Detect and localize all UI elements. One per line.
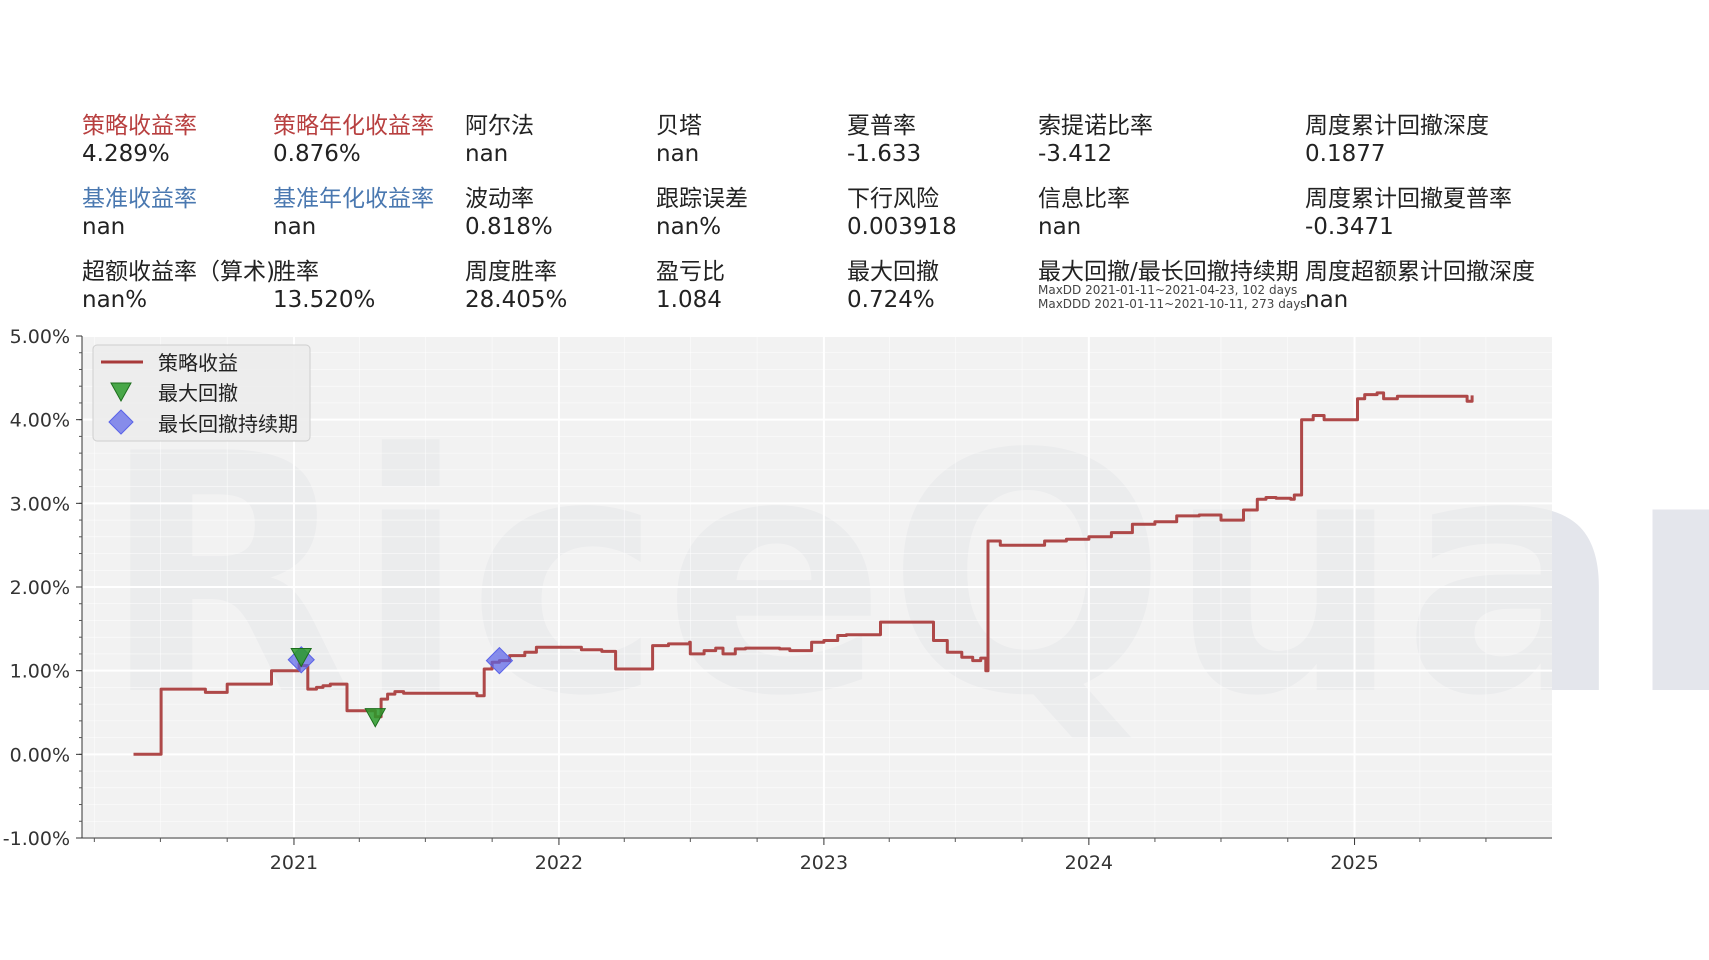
legend-label-maxddd: 最长回撤持续期 xyxy=(158,412,298,436)
maxdd-note: MaxDD 2021-01-11~2021-04-23, 102 days xyxy=(1038,283,1298,297)
y-tick-label: 5.00% xyxy=(10,326,70,348)
metric-value: nan xyxy=(1305,287,1349,313)
metrics-panel: 策略收益率 4.289% 策略年化收益率 0.876% 阿尔法 nan 贝塔 nan 夏普率 -1… xyxy=(0,0,1709,350)
maxddd-note: MaxDDD 2021-01-11~2021-10-11, 273 days xyxy=(1038,297,1307,311)
metric-value: 28.405% xyxy=(465,287,568,313)
legend-label-strategy: 策略收益 xyxy=(158,351,238,375)
metric-label: 盈亏比 xyxy=(656,259,725,285)
metric-value: -0.3471 xyxy=(1305,214,1394,240)
metric-weekly-excess-dd-depth: 周度超额累计回撤深度 nan xyxy=(1305,258,1535,314)
metric-strategy-annual-return: 策略年化收益率 0.876% xyxy=(273,112,434,168)
metric-value: nan xyxy=(1038,214,1082,240)
metric-beta: 贝塔 nan xyxy=(656,112,702,168)
y-tick-label: 2.00% xyxy=(10,577,70,599)
metric-label: 波动率 xyxy=(465,186,534,212)
metric-label: 基准收益率 xyxy=(82,186,197,212)
x-axis: 2021 2022 2023 2024 2025 xyxy=(82,837,1552,874)
y-axis: -1.00% 0.00% 1.00% 2.00% 3.00% 4.00% 5.00% xyxy=(3,326,83,850)
legend-diamond-swatch xyxy=(108,409,134,435)
metric-label: 最大回撤 xyxy=(847,259,939,285)
metric-downside-risk: 下行风险 0.003918 xyxy=(847,185,957,241)
metric-profit-loss-ratio: 盈亏比 1.084 xyxy=(656,258,725,314)
marker-layer xyxy=(287,646,514,728)
metric-label: 胜率 xyxy=(273,259,319,285)
metric-value: 1.084 xyxy=(656,287,722,313)
metric-value: nan% xyxy=(82,287,148,313)
max-dd-marker xyxy=(364,708,387,728)
x-tick-label: 2022 xyxy=(535,852,583,874)
metric-value: 0.876% xyxy=(273,141,361,167)
metric-weekly-dd-depth: 周度累计回撤深度 0.1877 xyxy=(1305,112,1489,168)
y-tick-label: -1.00% xyxy=(3,828,70,850)
x-tick-label: 2021 xyxy=(270,852,318,874)
metric-value: 13.520% xyxy=(273,287,376,313)
x-tick-label: 2024 xyxy=(1065,852,1113,874)
metric-value: 0.724% xyxy=(847,287,935,313)
metric-max-drawdown: 最大回撤 0.724% xyxy=(847,258,939,314)
metric-label: 最大回撤/最长回撤持续期 xyxy=(1038,259,1299,285)
series-layer xyxy=(133,391,1474,756)
max-dd-marker xyxy=(290,647,313,668)
metric-value: 4.289% xyxy=(82,141,170,167)
metric-label: 下行风险 xyxy=(847,186,939,212)
metric-label: 周度胜率 xyxy=(465,259,557,285)
metric-label: 策略收益率 xyxy=(82,113,197,139)
metric-value: -3.412 xyxy=(1038,141,1113,167)
metric-max-dd-duration: 最大回撤/最长回撤持续期 xyxy=(1038,258,1299,286)
metric-benchmark-annual-return: 基准年化收益率 nan xyxy=(273,185,434,241)
metric-label: 跟踪误差 xyxy=(656,186,748,212)
y-tick-label: 3.00% xyxy=(10,493,70,515)
metric-weekly-dd-sharpe: 周度累计回撤夏普率 -0.3471 xyxy=(1305,185,1512,241)
metric-value: 0.1877 xyxy=(1305,141,1386,167)
metric-value: 0.818% xyxy=(465,214,553,240)
metric-value: nan xyxy=(465,141,509,167)
metric-value: nan xyxy=(82,214,126,240)
metric-tracking-error: 跟踪误差 nan% xyxy=(656,185,748,241)
x-tick-label: 2025 xyxy=(1330,852,1378,874)
metric-label: 周度累计回撤夏普率 xyxy=(1305,186,1512,212)
metric-label: 索提诺比率 xyxy=(1038,113,1153,139)
metric-alpha: 阿尔法 nan xyxy=(465,112,534,168)
legend-label-maxdd: 最大回撤 xyxy=(158,381,238,405)
metric-volatility: 波动率 0.818% xyxy=(465,185,553,241)
metric-value: 0.003918 xyxy=(847,214,957,240)
metric-label: 基准年化收益率 xyxy=(273,186,434,212)
metric-weekly-win-rate: 周度胜率 28.405% xyxy=(465,258,567,314)
metric-sortino: 索提诺比率 -3.412 xyxy=(1038,112,1153,168)
metric-label: 阿尔法 xyxy=(465,113,534,139)
metric-label: 周度累计回撤深度 xyxy=(1305,113,1489,139)
metric-win-rate: 胜率 13.520% xyxy=(273,258,375,314)
metric-information-ratio: 信息比率 nan xyxy=(1038,185,1130,241)
metric-label: 周度超额累计回撤深度 xyxy=(1305,259,1535,285)
metric-label: 信息比率 xyxy=(1038,186,1130,212)
metric-value: nan xyxy=(656,141,700,167)
metric-sharpe: 夏普率 -1.633 xyxy=(847,112,921,168)
strategy-return-line xyxy=(133,391,1474,756)
legend-box xyxy=(92,344,311,442)
y-tick-label: 1.00% xyxy=(10,661,70,683)
y-tick-label: 4.00% xyxy=(10,410,70,432)
y-tick-label: 0.00% xyxy=(10,744,70,766)
metric-label: 策略年化收益率 xyxy=(273,113,434,139)
x-tick-label: 2023 xyxy=(800,852,848,874)
metric-label: 贝塔 xyxy=(656,113,702,139)
metric-value: nan xyxy=(273,214,317,240)
max-ddd-marker xyxy=(485,646,514,675)
metric-strategy-return: 策略收益率 4.289% xyxy=(82,112,197,168)
metric-value: -1.633 xyxy=(847,141,922,167)
metric-benchmark-return: 基准收益率 nan xyxy=(82,185,197,241)
metric-excess-return: 超额收益率（算术) nan% xyxy=(82,258,275,314)
metric-value: nan% xyxy=(656,214,722,240)
legend-triangle-swatch xyxy=(110,382,132,403)
metric-label: 超额收益率（算术) xyxy=(82,259,275,285)
metric-label: 夏普率 xyxy=(847,113,916,139)
